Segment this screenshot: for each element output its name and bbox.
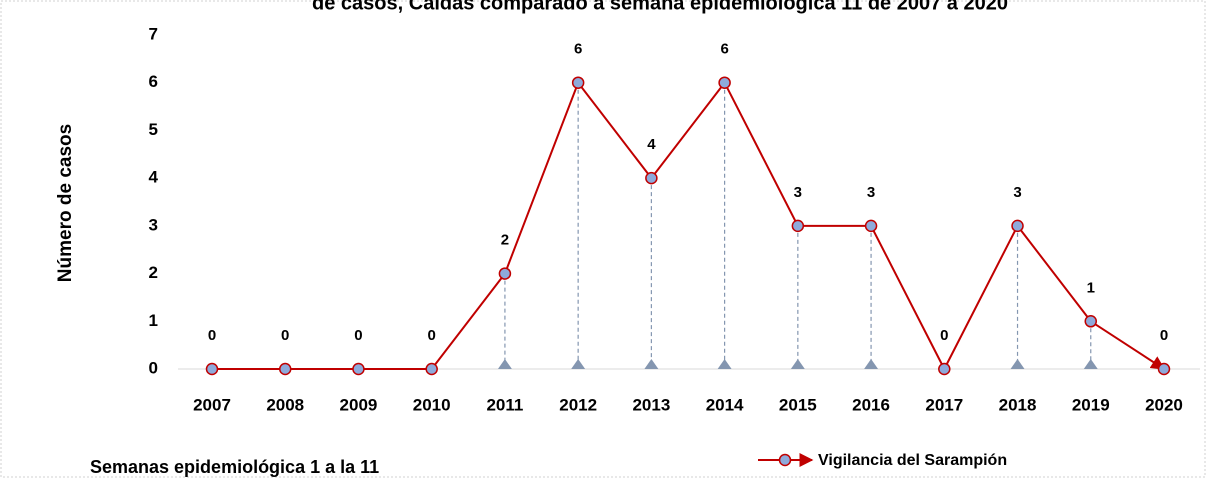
x-tick-label: 2012 [559, 395, 597, 414]
data-label: 0 [940, 327, 948, 344]
drop-base [571, 359, 586, 369]
data-label: 2 [501, 232, 509, 249]
y-tick-label: 5 [149, 120, 158, 139]
data-label: 3 [1013, 184, 1021, 201]
point [571, 76, 585, 89]
drop-base [717, 359, 732, 369]
y-tick-label: 7 [149, 24, 158, 43]
point [278, 362, 292, 376]
x-tick-label: 2011 [486, 395, 523, 414]
x-tick-label: 2016 [852, 395, 890, 414]
data-label: 4 [647, 136, 656, 153]
drop-base [790, 359, 805, 369]
drop-base [1083, 359, 1098, 369]
point [1157, 362, 1171, 376]
y-tick-label: 2 [149, 263, 158, 282]
point [938, 362, 951, 376]
point [352, 362, 365, 376]
data-label: 6 [720, 41, 728, 58]
drop-base [1010, 359, 1025, 369]
point [864, 219, 878, 233]
point [1084, 315, 1098, 328]
y-tick-label: 1 [149, 311, 158, 330]
x-tick-label: 2019 [1072, 395, 1110, 414]
point [791, 219, 805, 233]
point [205, 362, 219, 376]
legend-marker [778, 453, 792, 467]
x-tick-label: 2010 [413, 395, 451, 414]
data-label: 0 [281, 327, 289, 344]
x-tick-label: 2017 [925, 395, 963, 414]
y-tick-label: 0 [149, 358, 158, 377]
drop-base [497, 359, 512, 369]
y-axis-label: Número de casos [55, 124, 76, 282]
chart-title: de casos, Caldas comparado a semana epid… [312, 0, 1008, 14]
data-label: 0 [428, 327, 436, 344]
x-tick-label: 2015 [779, 395, 817, 414]
x-tick-label: 2007 [193, 395, 231, 414]
point [425, 362, 438, 376]
y-tick-label: 6 [149, 72, 158, 91]
point [498, 267, 512, 280]
data-label: 0 [354, 327, 362, 344]
x-tick-label: 2008 [266, 395, 304, 414]
data-label: 6 [574, 41, 582, 58]
x-tick-label: 2020 [1145, 395, 1183, 414]
x-tick-label: 2014 [706, 395, 744, 414]
data-label: 3 [867, 184, 875, 201]
legend-label: Vigilancia del Sarampión [818, 452, 1007, 469]
drop-base [644, 359, 659, 369]
y-tick-label: 4 [149, 168, 159, 187]
x-tick-label: 2009 [340, 395, 378, 414]
point [718, 76, 731, 89]
series-line [212, 80, 1166, 372]
data-label: 0 [208, 327, 216, 344]
drop-base [864, 359, 879, 369]
y-tick-label: 3 [149, 215, 158, 234]
annotation: Semanas epidemiológica 1 a la 11 [90, 457, 379, 477]
data-label: 0 [1160, 327, 1168, 344]
point [1011, 219, 1024, 233]
data-label: 3 [794, 184, 802, 201]
x-tick-label: 2013 [632, 395, 670, 414]
x-tick-label: 2018 [999, 395, 1037, 414]
data-label: 1 [1087, 279, 1095, 296]
point [645, 171, 658, 185]
